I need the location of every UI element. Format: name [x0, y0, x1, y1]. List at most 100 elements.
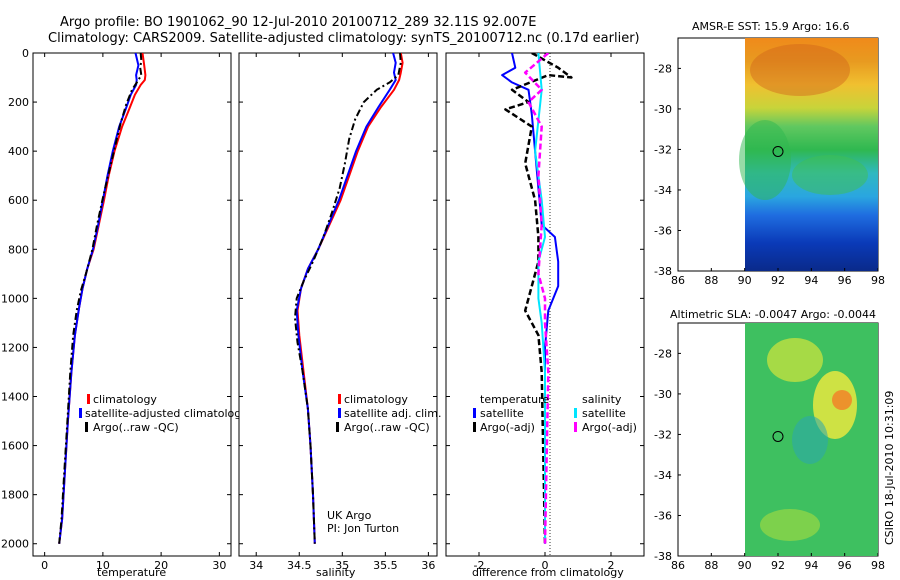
legend-text-temp-argo: Argo(-adj) [480, 421, 535, 434]
map-x-tick-label: 96 [838, 274, 852, 287]
y-tick-label: 1600 [1, 440, 29, 453]
temperature-axes-frame [32, 52, 232, 557]
sst-cool-lobe [739, 120, 791, 200]
map-y-tick-label: -28 [654, 62, 672, 75]
sla-map-panel: Altimetric SLA: -0.0047 Argo: -0.0044 86… [654, 308, 885, 572]
sst-map-title: AMSR-E SST: 15.9 Argo: 16.6 [692, 20, 850, 33]
difference-ticks: -2 0 2 [446, 52, 644, 572]
series-line-salinity-argo-adj- [523, 53, 550, 544]
sla-blue-hollow [792, 416, 828, 464]
legend-text-climatology: climatology [344, 393, 408, 406]
sst-warm-blob [750, 44, 850, 96]
sst-map-ticks: 86 88 90 92 94 96 98 -38 -36 -34 -32 -30 -28 [654, 62, 885, 287]
sla-lower-patch [760, 509, 820, 541]
x-tick-label: 20 [154, 559, 168, 572]
sla-argo-marker [772, 430, 784, 442]
legend-swatch-satellite [338, 408, 341, 418]
y-tick-label: 400 [8, 145, 29, 158]
sst-argo-marker [772, 145, 784, 157]
temperature-xlabel: temperature [97, 566, 166, 579]
legend-text-sal-satellite: satellite [582, 407, 626, 420]
x-tick-label: 36 [421, 559, 435, 572]
y-tick-label: 200 [8, 96, 29, 109]
x-tick-label: 34.5 [287, 559, 312, 572]
legend-text-temp-satellite: satellite [480, 407, 524, 420]
map-x-tick-label: 96 [838, 559, 852, 572]
legend-text-argo: Argo(..raw -QC) [344, 421, 430, 434]
map-x-tick-label: 94 [804, 274, 818, 287]
legend-title-salinity: salinity [582, 393, 622, 406]
x-tick-label: -2 [474, 559, 485, 572]
x-tick-label: 34 [249, 559, 263, 572]
legend-title-temperature: temperature [480, 393, 549, 406]
legend-text-sal-argo: Argo(-adj) [582, 421, 637, 434]
x-tick-label: 0 [41, 559, 48, 572]
map-y-tick-label: -30 [654, 388, 672, 401]
annotation-uk-argo: UK Argo [327, 509, 372, 522]
y-tick-label: 1800 [1, 489, 29, 502]
x-tick-label: 35.5 [373, 559, 398, 572]
header-line1: Argo profile: BO 1901062_90 12-Jul-2010 … [60, 15, 537, 30]
salinity-legend: climatology satellite adj. clim. Argo(..… [336, 393, 441, 434]
sla-orange-core [832, 390, 852, 410]
y-tick-label: 0 [22, 47, 29, 60]
map-y-tick-label: -34 [654, 469, 672, 482]
annotation-pi: PI: Jon Turton [327, 522, 399, 535]
legend-swatch-satellite [79, 408, 82, 418]
sst-green-tongue [792, 155, 868, 195]
salinity-lines [294, 53, 404, 544]
series-line-temperature-argo-adj- [504, 53, 573, 544]
temperature-legend: climatology satellite-adjusted climatolo… [79, 393, 248, 434]
salinity-axes-frame [238, 52, 438, 557]
sla-heatmap [745, 323, 878, 556]
legend-text-argo: Argo(..raw -QC) [93, 421, 179, 434]
difference-xlabel: difference from climatology [472, 566, 624, 579]
legend-text-satellite: satellite adj. clim. [344, 407, 441, 420]
map-x-tick-label: 98 [871, 559, 885, 572]
sla-map-title: Altimetric SLA: -0.0047 Argo: -0.0044 [670, 308, 876, 321]
series-line-argo-raw-qc- [294, 53, 402, 544]
map-y-tick-label: -38 [654, 265, 672, 278]
difference-legend: temperature salinity satellite Argo(-adj… [473, 393, 637, 434]
y-tick-label: 1400 [1, 391, 29, 404]
sst-map-panel: AMSR-E SST: 15.9 Argo: 16.6 86 88 90 92 94 96… [654, 20, 885, 287]
x-tick-label: 10 [96, 559, 110, 572]
map-x-tick-label: 90 [738, 274, 752, 287]
temperature-lines [58, 53, 147, 544]
salinity-xlabel: salinity [316, 566, 356, 579]
legend-swatch-climatology [338, 394, 341, 404]
salinity-ticks: 34 34.5 35 35.5 36 [239, 52, 437, 572]
legend-swatch-sal-argo [574, 422, 577, 432]
temperature-panel: 0 10 20 30 0 200 400 600 800 1000 1200 1400 1600 1800… [1, 47, 248, 579]
salinity-panel: 34 34.5 35 35.5 36 salinity climatology sate… [238, 52, 441, 579]
map-y-tick-label: -34 [654, 184, 672, 197]
y-tick-label: 2000 [1, 538, 29, 551]
temperature-ticks: 0 10 20 30 0 200 400 600 800 1000 1200 1400 1600 1800… [1, 47, 231, 572]
map-x-tick-label: 90 [738, 559, 752, 572]
difference-panel: -2 0 2 difference from climatology tempera… [445, 52, 645, 579]
legend-text-climatology: climatology [93, 393, 157, 406]
map-x-tick-label: 98 [871, 274, 885, 287]
legend-swatch-climatology [87, 394, 90, 404]
y-tick-label: 600 [8, 194, 29, 207]
x-tick-label: 2 [608, 559, 615, 572]
map-x-tick-label: 86 [671, 274, 685, 287]
map-y-tick-label: -30 [654, 103, 672, 116]
sla-map-ticks: 86 88 90 92 94 96 98 -38 -36 -34 -32 -30 -28 [654, 347, 885, 572]
x-tick-label: 35 [335, 559, 349, 572]
legend-swatch-temp-satellite [473, 408, 476, 418]
map-y-tick-label: -32 [654, 143, 672, 156]
map-x-tick-label: 92 [771, 274, 785, 287]
legend-swatch-argo [85, 422, 88, 432]
y-tick-label: 800 [8, 243, 29, 256]
map-x-tick-label: 86 [671, 559, 685, 572]
header-line2: Climatology: CARS2009. Satellite-adjuste… [48, 31, 640, 46]
x-tick-label: 0 [542, 559, 549, 572]
legend-swatch-sal-satellite [574, 408, 577, 418]
map-y-tick-label: -36 [654, 224, 672, 237]
legend-swatch-temp-argo [473, 422, 476, 432]
map-y-tick-label: -36 [654, 509, 672, 522]
map-x-tick-label: 88 [704, 559, 718, 572]
y-tick-label: 1000 [1, 292, 29, 305]
